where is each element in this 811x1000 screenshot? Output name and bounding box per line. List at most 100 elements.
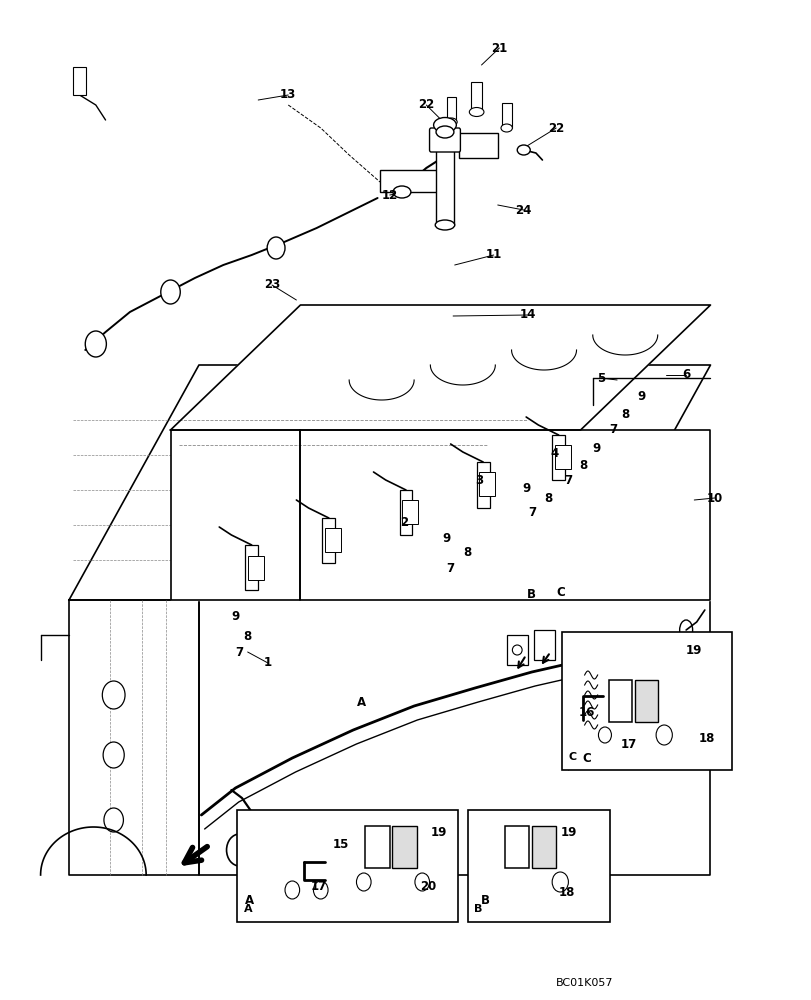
Bar — [507, 635, 527, 665]
Ellipse shape — [433, 117, 456, 132]
Text: 4: 4 — [550, 447, 558, 460]
Text: C: C — [568, 752, 576, 762]
Bar — [322, 518, 335, 563]
Text: 2: 2 — [400, 516, 408, 530]
Bar — [324, 528, 341, 552]
Text: 11: 11 — [485, 248, 501, 261]
Bar — [458, 133, 497, 158]
Text: 22: 22 — [547, 121, 564, 134]
Text: 10: 10 — [706, 491, 722, 504]
Text: 18: 18 — [697, 732, 714, 744]
Text: 1: 1 — [264, 657, 272, 670]
Text: C: C — [556, 585, 564, 598]
Bar — [399, 490, 412, 535]
Ellipse shape — [104, 808, 123, 832]
Text: 9: 9 — [637, 389, 645, 402]
Bar — [436, 130, 453, 225]
Bar — [501, 103, 511, 128]
Text: 7: 7 — [527, 506, 535, 518]
Text: 16: 16 — [578, 706, 594, 718]
Text: 19: 19 — [430, 825, 446, 838]
Bar — [380, 170, 440, 192]
Text: 24: 24 — [515, 204, 531, 217]
Bar — [237, 810, 457, 922]
Text: 5: 5 — [596, 371, 604, 384]
Bar — [531, 826, 556, 868]
Text: B: B — [474, 904, 482, 914]
Text: B: B — [526, 588, 536, 601]
Text: 6: 6 — [681, 368, 689, 381]
Ellipse shape — [679, 620, 692, 640]
Circle shape — [414, 873, 429, 891]
Ellipse shape — [393, 186, 410, 198]
Text: C: C — [582, 752, 590, 764]
Text: B: B — [480, 894, 490, 907]
Bar — [247, 556, 264, 580]
Polygon shape — [170, 305, 710, 430]
Text: 8: 8 — [543, 491, 551, 504]
Text: 8: 8 — [620, 408, 629, 422]
Ellipse shape — [435, 220, 454, 230]
Ellipse shape — [102, 681, 125, 709]
Bar — [561, 632, 732, 770]
Bar — [73, 67, 86, 95]
Bar — [504, 826, 529, 868]
Text: 3: 3 — [474, 474, 483, 487]
Circle shape — [313, 881, 328, 899]
Text: 23: 23 — [264, 278, 280, 291]
Bar — [534, 630, 554, 660]
Text: 9: 9 — [521, 482, 530, 494]
Text: 15: 15 — [333, 838, 349, 851]
Bar — [245, 545, 258, 590]
Bar — [551, 435, 564, 480]
Text: 21: 21 — [491, 41, 507, 54]
Text: 9: 9 — [442, 532, 450, 544]
Text: 8: 8 — [243, 631, 251, 644]
Ellipse shape — [445, 118, 457, 126]
Polygon shape — [300, 430, 710, 600]
Circle shape — [655, 725, 672, 745]
Polygon shape — [69, 600, 199, 875]
Circle shape — [356, 873, 371, 891]
Text: 7: 7 — [608, 423, 616, 436]
Text: 17: 17 — [620, 738, 637, 752]
Text: BC01K057: BC01K057 — [556, 978, 612, 988]
Circle shape — [598, 727, 611, 743]
Text: 14: 14 — [519, 308, 535, 322]
Circle shape — [161, 280, 180, 304]
Text: 9: 9 — [231, 610, 239, 624]
Ellipse shape — [517, 145, 530, 155]
Bar — [476, 462, 489, 508]
Polygon shape — [69, 365, 710, 600]
Text: 13: 13 — [280, 89, 296, 102]
Circle shape — [85, 331, 106, 357]
Bar — [470, 82, 482, 112]
Bar — [401, 500, 418, 524]
Bar — [446, 97, 456, 122]
Text: 18: 18 — [558, 886, 574, 898]
Bar — [467, 810, 609, 922]
Circle shape — [285, 881, 299, 899]
Ellipse shape — [500, 124, 512, 132]
Polygon shape — [170, 430, 300, 600]
Circle shape — [267, 237, 285, 259]
FancyBboxPatch shape — [429, 128, 460, 152]
Bar — [634, 680, 657, 722]
Text: A: A — [243, 904, 252, 914]
Text: 8: 8 — [462, 546, 470, 560]
Text: 12: 12 — [381, 189, 397, 202]
Ellipse shape — [436, 126, 453, 138]
Ellipse shape — [103, 742, 124, 768]
Polygon shape — [199, 600, 710, 875]
Text: 7: 7 — [235, 646, 243, 658]
Circle shape — [226, 834, 252, 866]
Circle shape — [551, 872, 568, 892]
Bar — [554, 445, 570, 469]
Text: 7: 7 — [446, 561, 454, 574]
Ellipse shape — [469, 107, 483, 116]
Text: 19: 19 — [685, 644, 702, 656]
Bar — [608, 680, 631, 722]
Bar — [365, 826, 389, 868]
Ellipse shape — [512, 645, 521, 655]
Bar — [392, 826, 416, 868]
